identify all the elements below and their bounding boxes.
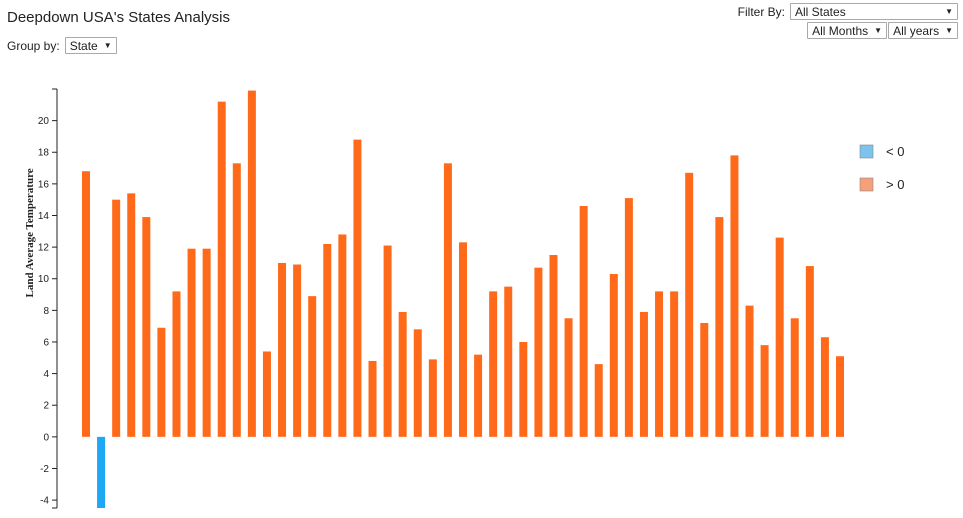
y-axis: -4 -2 0 2 4 6 8 10 12 14 16 18 20 (38, 88, 58, 509)
y-tick-label: 4 (43, 369, 49, 380)
bar[interactable] (142, 217, 151, 437)
group-by-value: State (69, 38, 98, 53)
bar[interactable] (459, 242, 467, 437)
bars (82, 90, 844, 508)
bar[interactable] (247, 90, 256, 437)
bar[interactable] (639, 311, 648, 437)
bar[interactable] (685, 172, 694, 437)
legend-label: < 0 (886, 144, 904, 159)
bar[interactable] (443, 163, 452, 437)
y-axis-title: Land Average Temperature (24, 168, 36, 297)
bar[interactable] (398, 311, 407, 437)
bar[interactable] (655, 291, 664, 437)
bar[interactable] (232, 163, 241, 437)
bar[interactable] (730, 155, 739, 437)
legend-swatch (859, 177, 874, 192)
group-by-control: Group by: State ▼ (7, 37, 117, 54)
chevron-down-icon: ▼ (103, 41, 112, 50)
y-tick-label: 14 (38, 211, 50, 222)
bar[interactable] (790, 318, 799, 437)
bar[interactable] (202, 248, 211, 437)
bar[interactable] (353, 139, 362, 437)
y-tick-label: 20 (38, 116, 50, 127)
bar[interactable] (745, 305, 754, 437)
bar[interactable] (579, 206, 588, 437)
state-filter-value: All States (795, 4, 846, 19)
page-title: Deepdown USA's States Analysis (7, 9, 230, 26)
bar[interactable] (157, 327, 166, 437)
y-tick-label: 16 (38, 179, 50, 190)
bar[interactable] (172, 291, 181, 437)
bar[interactable] (700, 323, 709, 437)
bar[interactable] (97, 436, 106, 508)
bar[interactable] (127, 193, 136, 437)
bar[interactable] (760, 345, 769, 437)
month-filter-value: All Months (812, 23, 869, 38)
chevron-down-icon: ▼ (874, 26, 883, 35)
legend: < 0 > 0 (859, 144, 904, 192)
legend-swatch (859, 144, 874, 159)
bar[interactable] (383, 245, 392, 437)
bar[interactable] (368, 360, 377, 437)
year-filter-select[interactable]: All years ▼ (888, 22, 958, 39)
y-tick-label: 8 (43, 306, 49, 317)
bar[interactable] (323, 243, 332, 437)
state-filter-select[interactable]: All States ▼ (790, 3, 958, 20)
y-tick-label: -2 (40, 464, 49, 475)
bar[interactable] (338, 234, 347, 437)
y-tick-label: 18 (38, 148, 50, 159)
bar[interactable] (308, 296, 317, 437)
year-filter-value: All years (893, 23, 940, 38)
bar[interactable] (775, 237, 784, 437)
group-by-select[interactable]: State ▼ (64, 37, 117, 54)
bar[interactable] (504, 286, 513, 437)
bar[interactable] (549, 255, 558, 437)
bar[interactable] (820, 337, 829, 437)
chevron-down-icon: ▼ (945, 7, 953, 16)
y-tick-label: 10 (38, 274, 50, 285)
bar[interactable] (474, 354, 483, 437)
chevron-down-icon: ▼ (945, 26, 953, 35)
bar[interactable] (82, 171, 90, 437)
y-tick-label: -4 (40, 496, 49, 507)
bar[interactable] (609, 273, 618, 437)
filter-by-label: Filter By: (737, 4, 785, 19)
filter-panel: Filter By: All States ▼ All Months ▼ All… (738, 3, 958, 39)
bar[interactable] (564, 318, 573, 437)
month-filter-select[interactable]: All Months ▼ (807, 22, 888, 39)
bar[interactable] (112, 199, 121, 437)
bar[interactable] (262, 351, 271, 437)
bar[interactable] (805, 266, 814, 437)
bar[interactable] (670, 291, 679, 437)
y-tick-label: 0 (43, 432, 49, 443)
bar[interactable] (187, 248, 196, 437)
y-tick-label: 12 (38, 243, 50, 254)
bar[interactable] (217, 101, 226, 437)
bar[interactable] (534, 267, 543, 437)
bar[interactable] (278, 262, 287, 437)
bar[interactable] (489, 291, 498, 437)
y-tick-label: 2 (43, 401, 49, 412)
bar[interactable] (519, 341, 528, 437)
bar[interactable] (836, 356, 844, 437)
legend-label: > 0 (886, 177, 904, 192)
bar[interactable] (413, 329, 422, 437)
bar[interactable] (293, 264, 302, 437)
y-tick-label: 6 (43, 337, 49, 348)
bar[interactable] (715, 217, 724, 437)
bar[interactable] (594, 364, 603, 437)
group-by-label: Group by: (7, 38, 60, 53)
bar[interactable] (428, 359, 437, 437)
bar[interactable] (624, 198, 633, 437)
